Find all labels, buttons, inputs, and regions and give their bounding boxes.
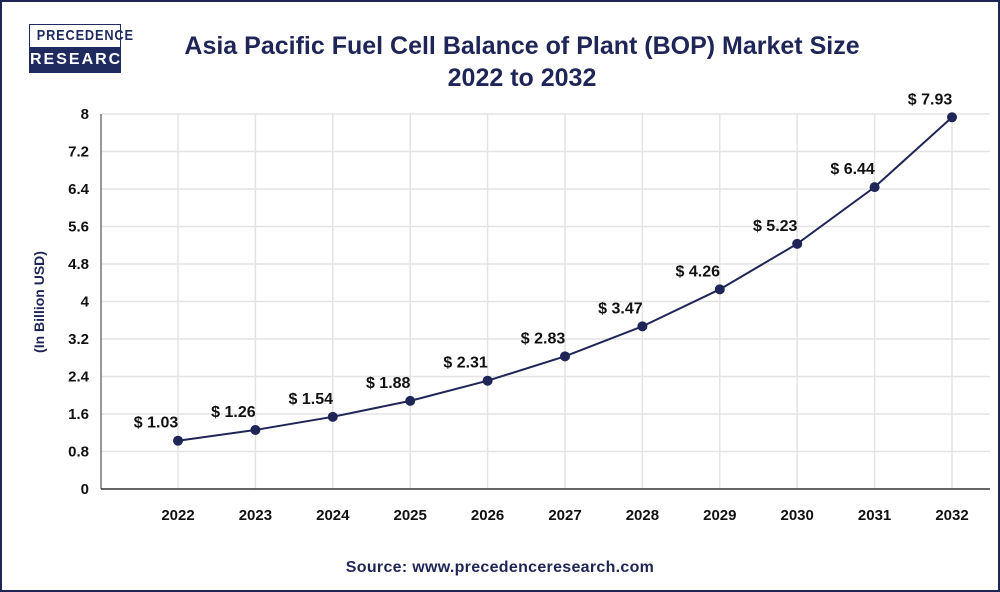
data-point xyxy=(714,284,725,295)
y-tick-label: 4 xyxy=(81,294,90,311)
data-point xyxy=(947,112,957,123)
logo-line1: PRECEDENCE xyxy=(36,25,133,47)
data-point xyxy=(173,435,183,446)
y-tick-label: 3.2 xyxy=(68,331,89,348)
x-tick-label: 2029 xyxy=(703,507,736,524)
y-axis-label: (In Billion USD) xyxy=(31,251,47,353)
x-tick-label: 2025 xyxy=(394,507,427,524)
data-label: $ 1.88 xyxy=(366,375,411,392)
data-label: $ 1.03 xyxy=(134,415,179,432)
data-label: $ 5.23 xyxy=(753,218,798,235)
data-label: $ 2.83 xyxy=(521,330,566,347)
x-tick-label: 2023 xyxy=(239,507,272,524)
subtitle-line: 2022 to 2032 xyxy=(447,64,597,92)
x-tick-label: 2026 xyxy=(471,507,504,524)
data-label: $ 1.54 xyxy=(289,391,334,408)
data-label: $ 3.47 xyxy=(598,300,643,317)
data-label: $ 7.93 xyxy=(908,91,953,108)
x-tick-label: 2022 xyxy=(161,507,194,524)
data-point xyxy=(482,375,493,386)
data-point xyxy=(560,351,570,362)
y-tick-label: 0.8 xyxy=(68,444,89,461)
chart-title: Asia Pacific Fuel Cell Balance of Plant … xyxy=(122,30,922,94)
y-tick-label: 6.4 xyxy=(68,181,90,198)
y-tick-label: 0 xyxy=(81,481,89,498)
data-point xyxy=(869,182,880,193)
precedence-research-logo: PRECEDENCE RESEARCH xyxy=(29,24,134,73)
data-point xyxy=(250,424,261,435)
data-label: $ 1.26 xyxy=(211,404,256,421)
data-point xyxy=(792,238,803,249)
x-tick-label: 2028 xyxy=(626,507,659,524)
y-tick-label: 7.2 xyxy=(68,144,89,161)
x-tick-label: 2027 xyxy=(548,507,581,524)
title-line: Asia Pacific Fuel Cell Balance of Plant … xyxy=(184,32,860,60)
x-tick-label: 2032 xyxy=(935,507,968,524)
y-tick-label: 5.6 xyxy=(68,219,89,236)
data-label: $ 2.31 xyxy=(443,355,488,372)
data-point xyxy=(405,395,416,406)
x-tick-label: 2024 xyxy=(316,507,350,524)
data-label: $ 6.44 xyxy=(830,161,875,178)
y-tick-label: 4.8 xyxy=(68,256,89,273)
x-tick-label: 2031 xyxy=(858,507,891,524)
data-point xyxy=(327,411,338,422)
x-tick-label: 2030 xyxy=(781,507,814,524)
y-tick-label: 2.4 xyxy=(68,369,90,386)
logo-line2: RESEARCH xyxy=(30,47,134,72)
data-point xyxy=(637,321,648,332)
data-label: $ 4.26 xyxy=(676,263,721,280)
y-tick-label: 8 xyxy=(81,106,89,123)
y-tick-label: 1.6 xyxy=(68,406,89,423)
source-text: Source: www.precedenceresearch.com xyxy=(345,559,655,576)
